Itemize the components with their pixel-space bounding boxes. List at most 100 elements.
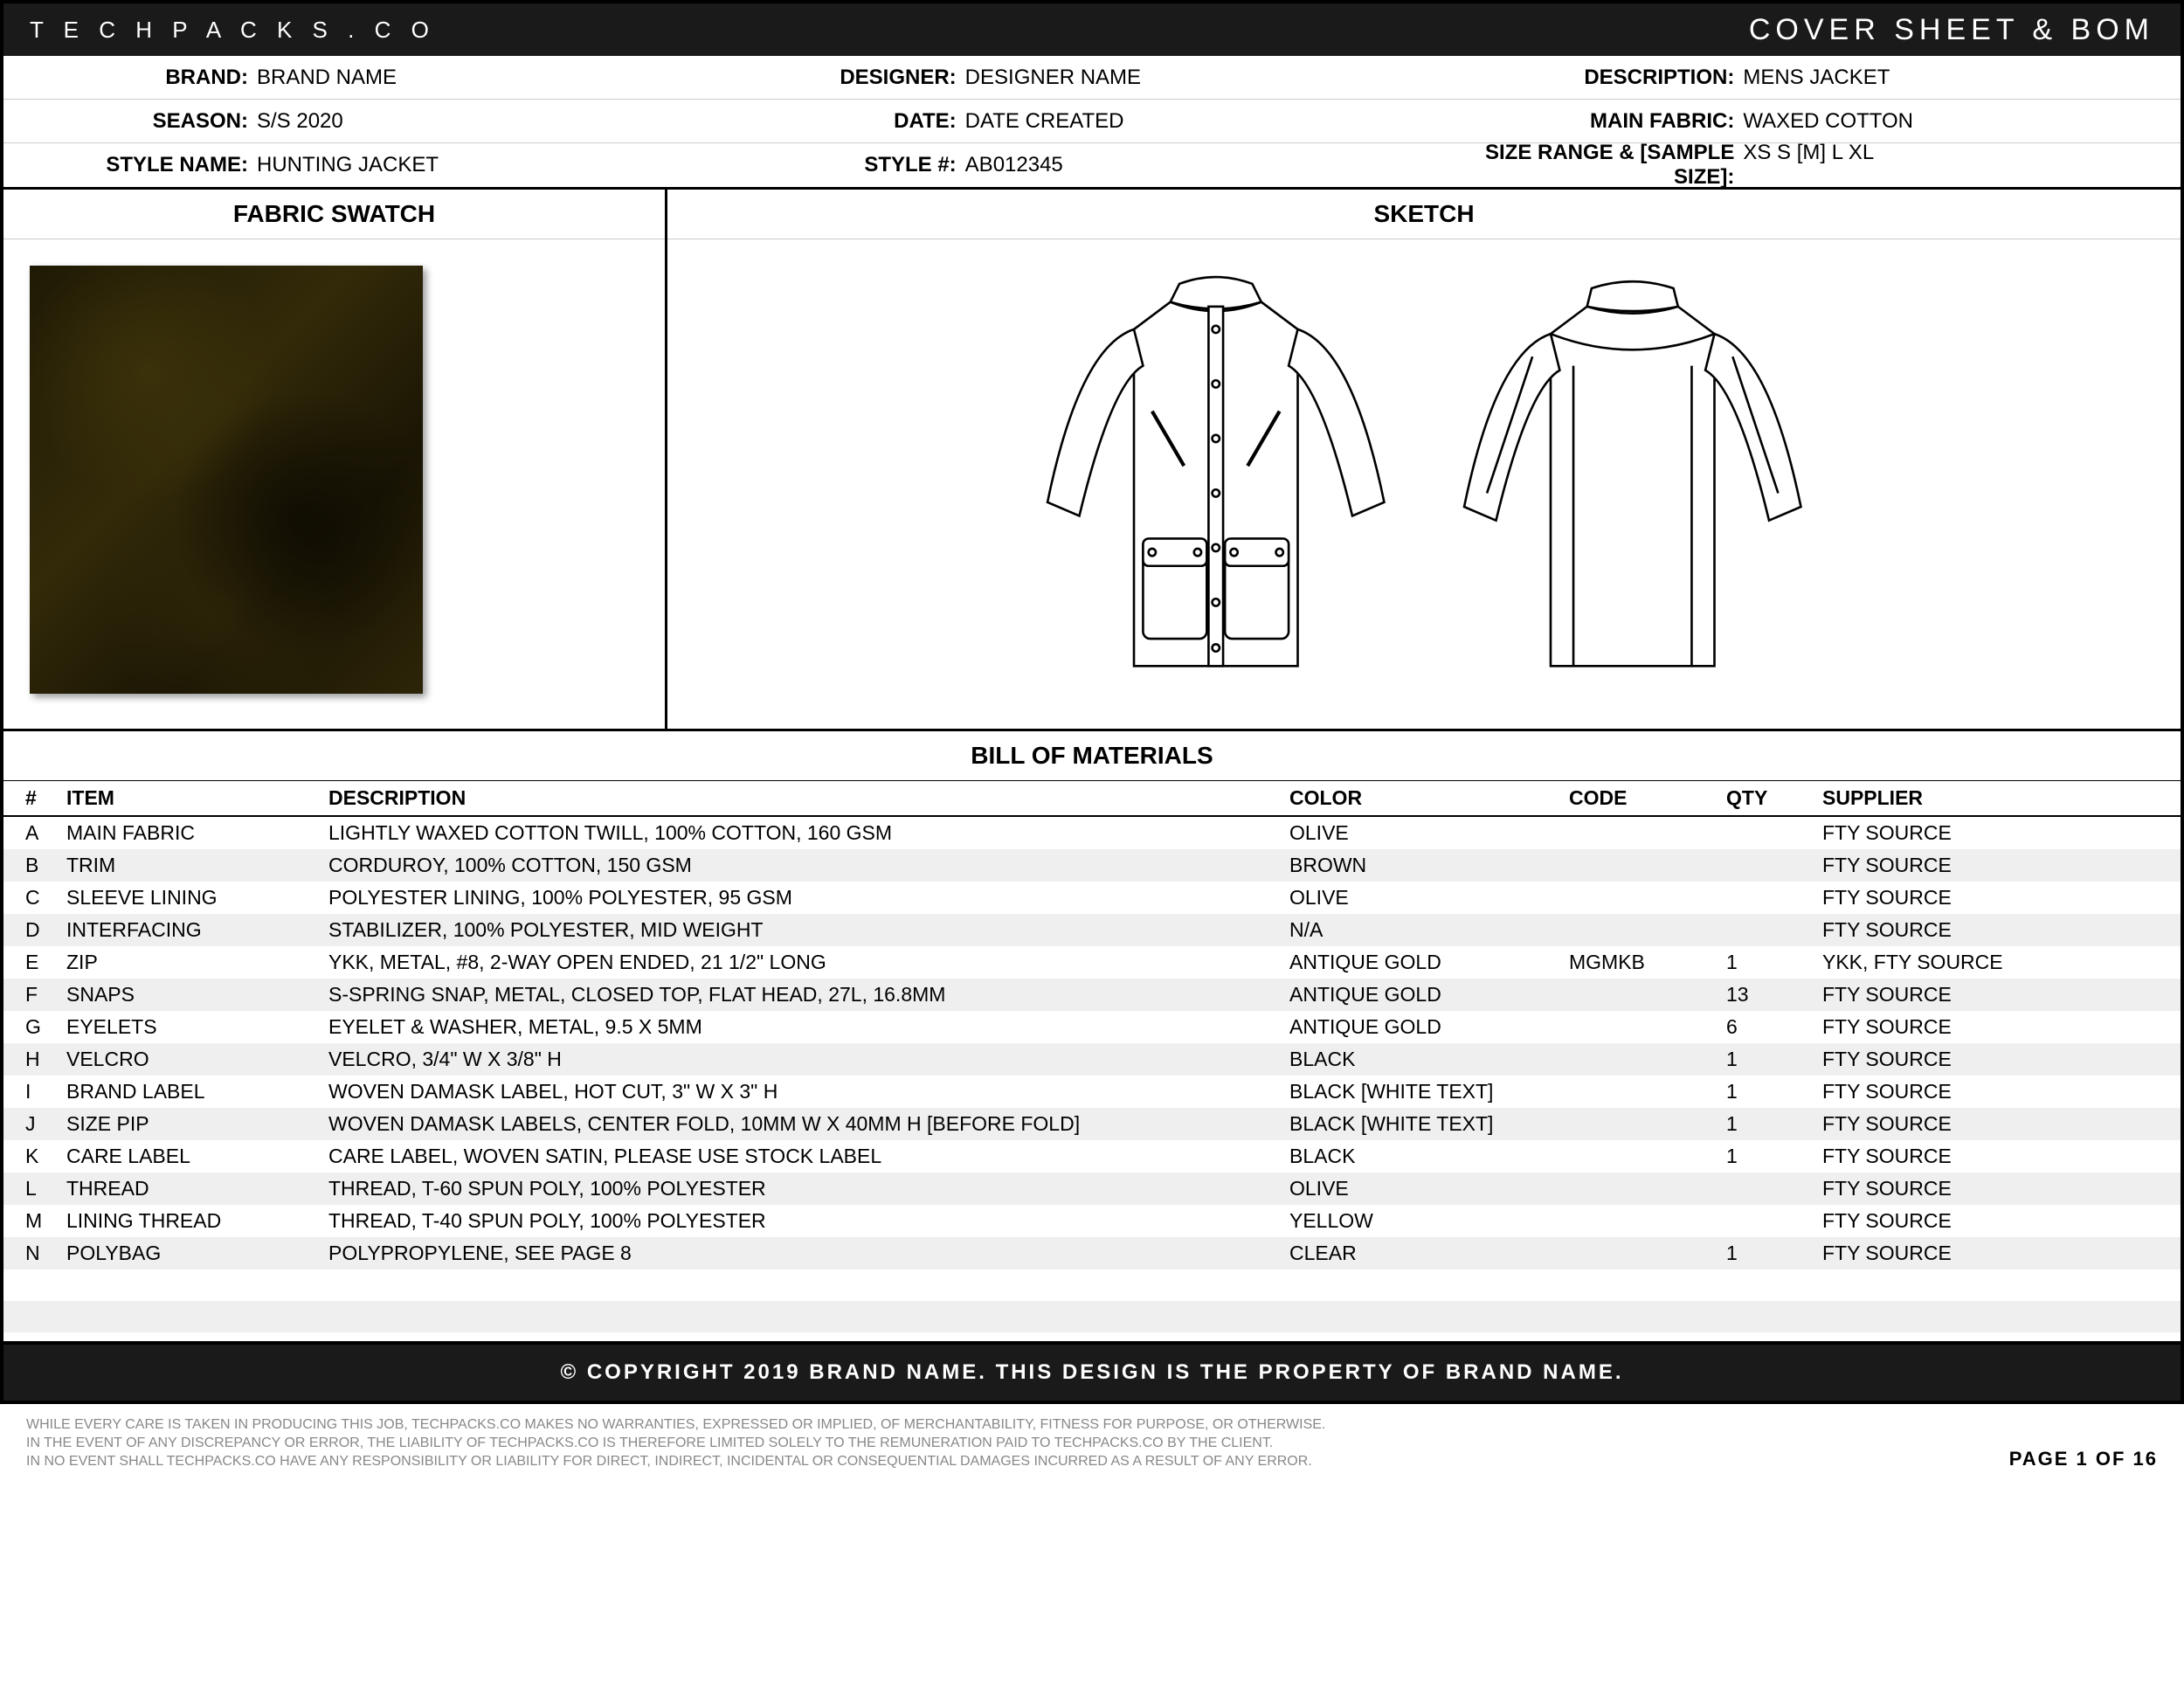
sketch-panel: SKETCH [667,190,2181,729]
cell-qty [1716,816,1812,849]
styleno-value: AB012345 [965,153,1063,177]
sizerange-value: XS S [M] L XL [1743,141,1874,165]
cell-code [1559,1108,1716,1140]
mainfabric-label: MAIN FABRIC: [1472,109,1734,134]
cell-qty [1716,1173,1812,1205]
season-label: SEASON: [21,109,248,134]
bom-table: # ITEM DESCRIPTION COLOR CODE QTY SUPPLI… [3,781,2181,1332]
table-row: FSNAPSS-SPRING SNAP, METAL, CLOSED TOP, … [3,979,2181,1011]
cell-color: YELLOW [1279,1205,1559,1237]
cell-desc: THREAD, T-60 SPUN POLY, 100% POLYESTER [318,1173,1279,1205]
cell-item: EYELETS [56,1011,318,1043]
cell-color: CLEAR [1279,1237,1559,1269]
cell-hash: F [3,979,56,1011]
cell-item: SIZE PIP [56,1108,318,1140]
cell-desc: POLYPROPYLENE, SEE PAGE 8 [318,1237,1279,1269]
cell-desc: YKK, METAL, #8, 2-WAY OPEN ENDED, 21 1/2… [318,946,1279,979]
cell-supplier: FTY SOURCE [1812,1140,2181,1173]
cell-color: BLACK [1279,1043,1559,1076]
cell-color: OLIVE [1279,882,1559,914]
cell-hash: L [3,1173,56,1205]
cell-supplier: FTY SOURCE [1812,849,2181,882]
cell-item: THREAD [56,1173,318,1205]
cell-item: SNAPS [56,979,318,1011]
cell-item: POLYBAG [56,1237,318,1269]
table-row: AMAIN FABRICLIGHTLY WAXED COTTON TWILL, … [3,816,2181,849]
cell-supplier: FTY SOURCE [1812,1205,2181,1237]
cell-qty: 6 [1716,1011,1812,1043]
col-desc: DESCRIPTION [318,781,1279,816]
cell-qty: 1 [1716,1108,1812,1140]
table-row: IBRAND LABELWOVEN DAMASK LABEL, HOT CUT,… [3,1076,2181,1108]
jacket-front-icon [1025,266,1407,702]
cell-hash: K [3,1140,56,1173]
cell-supplier: FTY SOURCE [1812,1011,2181,1043]
date-label: DATE: [747,109,957,134]
col-code: CODE [1559,781,1716,816]
cell-color: OLIVE [1279,1173,1559,1205]
cell-color: ANTIQUE GOLD [1279,946,1559,979]
cell-hash: N [3,1237,56,1269]
cell-desc: CARE LABEL, WOVEN SATIN, PLEASE USE STOC… [318,1140,1279,1173]
table-row: GEYELETSEYELET & WASHER, METAL, 9.5 X 5M… [3,1011,2181,1043]
cell-code [1559,1043,1716,1076]
cell-code [1559,882,1716,914]
cell-item: TRIM [56,849,318,882]
cell-qty: 1 [1716,1043,1812,1076]
fabric-swatch-image [30,266,423,694]
table-row: HVELCROVELCRO, 3/4" W X 3/8" HBLACK1FTY … [3,1043,2181,1076]
meta-block: BRAND:BRAND NAME DESIGNER:DESIGNER NAME … [3,56,2181,190]
cell-supplier: FTY SOURCE [1812,882,2181,914]
season-value: S/S 2020 [257,109,343,134]
cell-desc: POLYESTER LINING, 100% POLYESTER, 95 GSM [318,882,1279,914]
site-name: T E C H P A C K S . C O [30,17,1749,44]
cell-hash: B [3,849,56,882]
cell-code [1559,1237,1716,1269]
table-row: MLINING THREADTHREAD, T-40 SPUN POLY, 10… [3,1205,2181,1237]
cell-hash: M [3,1205,56,1237]
header-bar: T E C H P A C K S . C O COVER SHEET & BO… [3,3,2181,56]
cell-hash: D [3,914,56,946]
cell-desc: S-SPRING SNAP, METAL, CLOSED TOP, FLAT H… [318,979,1279,1011]
cell-qty: 1 [1716,1140,1812,1173]
description-label: DESCRIPTION: [1472,66,1734,90]
copyright-bar: © COPYRIGHT 2019 BRAND NAME. THIS DESIGN… [3,1341,2181,1401]
cell-supplier: YKK, FTY SOURCE [1812,946,2181,979]
cell-supplier: FTY SOURCE [1812,1043,2181,1076]
table-row: JSIZE PIPWOVEN DAMASK LABELS, CENTER FOL… [3,1108,2181,1140]
cell-qty: 13 [1716,979,1812,1011]
cell-supplier: FTY SOURCE [1812,914,2181,946]
cell-desc: CORDUROY, 100% COTTON, 150 GSM [318,849,1279,882]
sketch-body [667,239,2181,729]
col-color: COLOR [1279,781,1559,816]
date-value: DATE CREATED [965,109,1124,134]
cell-qty: 1 [1716,1237,1812,1269]
swatch-panel: FABRIC SWATCH [3,190,667,729]
table-row: DINTERFACINGSTABILIZER, 100% POLYESTER, … [3,914,2181,946]
cell-color: BLACK [1279,1140,1559,1173]
table-row: NPOLYBAGPOLYPROPYLENE, SEE PAGE 8CLEAR 1F… [3,1237,2181,1269]
table-row: CSLEEVE LININGPOLYESTER LINING, 100% POL… [3,882,2181,914]
cell-item: INTERFACING [56,914,318,946]
panels: FABRIC SWATCH SKETCH [3,190,2181,731]
cell-hash: G [3,1011,56,1043]
cell-color: BLACK [WHITE TEXT] [1279,1076,1559,1108]
disclaimer-3: IN NO EVENT SHALL TECHPACKS.CO HAVE ANY … [26,1453,2009,1471]
cell-qty [1716,882,1812,914]
cell-supplier: FTY SOURCE [1812,1237,2181,1269]
cell-qty [1716,1205,1812,1237]
cell-code: MGMKB [1559,946,1716,979]
cell-color: N/A [1279,914,1559,946]
cell-desc: THREAD, T-40 SPUN POLY, 100% POLYESTER [318,1205,1279,1237]
brand-value: BRAND NAME [257,66,397,90]
cell-code [1559,1205,1716,1237]
stylename-value: HUNTING JACKET [257,153,439,177]
cell-qty [1716,849,1812,882]
bom-title: BILL OF MATERIALS [3,731,2181,781]
cell-code [1559,1076,1716,1108]
jacket-back-icon [1441,266,1824,702]
cell-item: VELCRO [56,1043,318,1076]
cell-supplier: FTY SOURCE [1812,1108,2181,1140]
disclaimer-1: WHILE EVERY CARE IS TAKEN IN PRODUCING T… [26,1416,2009,1435]
cell-color: BLACK [WHITE TEXT] [1279,1108,1559,1140]
